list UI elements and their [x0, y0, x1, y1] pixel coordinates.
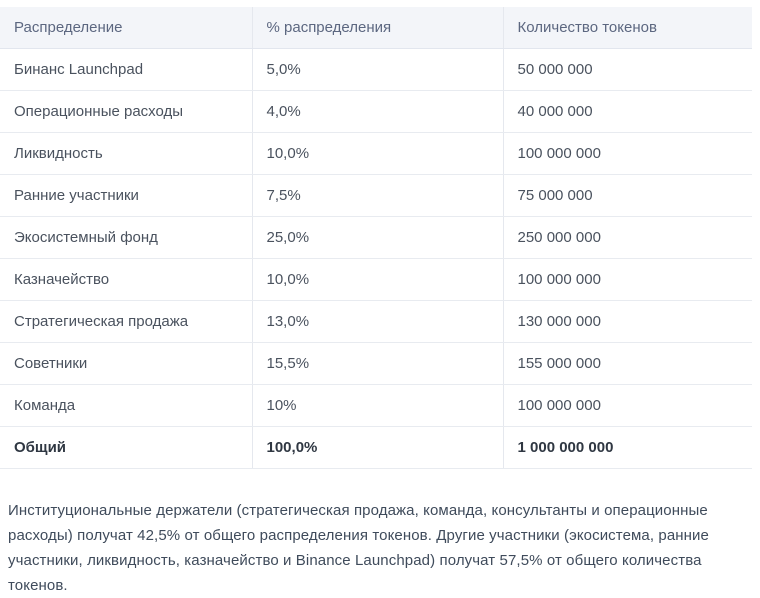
table-row: Команда 10% 100 000 000: [0, 384, 752, 427]
table-total-row: Общий 100,0% 1 000 000 000: [0, 426, 752, 469]
table-row: Ранние участники 7,5% 75 000 000: [0, 174, 752, 217]
cell-distribution-percent: 13,0%: [251, 300, 503, 343]
table-row: Экосистемный фонд 25,0% 250 000 000: [0, 216, 752, 259]
column-header-token-amount: Количество токенов: [502, 7, 752, 49]
table-body: Бинанс Launchpad 5,0% 50 000 000 Операци…: [0, 48, 752, 469]
cell-distribution-name: Операционные расходы: [0, 90, 252, 133]
cell-distribution-percent: 15,5%: [251, 342, 503, 385]
cell-distribution-percent: 4,0%: [251, 90, 503, 133]
cell-distribution-percent: 10,0%: [251, 132, 503, 175]
cell-total-percent: 100,0%: [251, 426, 503, 469]
cell-token-amount: 250 000 000: [502, 216, 752, 259]
cell-distribution-name: Ликвидность: [0, 132, 252, 175]
cell-token-amount: 155 000 000: [502, 342, 752, 385]
cell-distribution-name: Экосистемный фонд: [0, 216, 252, 259]
table-row: Бинанс Launchpad 5,0% 50 000 000: [0, 48, 752, 91]
cell-token-amount: 100 000 000: [502, 384, 752, 427]
cell-distribution-name: Ранние участники: [0, 174, 252, 217]
cell-token-amount: 130 000 000: [502, 300, 752, 343]
table-header: Распределение % распределения Количество…: [0, 7, 752, 49]
cell-total-label: Общий: [0, 426, 252, 469]
table-header-row: Распределение % распределения Количество…: [0, 7, 752, 49]
table-row: Казначейство 10,0% 100 000 000: [0, 258, 752, 301]
token-allocation-table: Распределение % распределения Количество…: [0, 7, 752, 469]
cell-token-amount: 100 000 000: [502, 258, 752, 301]
cell-distribution-name: Бинанс Launchpad: [0, 48, 252, 91]
table-row: Советники 15,5% 155 000 000: [0, 342, 752, 385]
cell-distribution-name: Советники: [0, 342, 252, 385]
table-row: Операционные расходы 4,0% 40 000 000: [0, 90, 752, 133]
cell-distribution-percent: 7,5%: [251, 174, 503, 217]
cell-token-amount: 50 000 000: [502, 48, 752, 91]
token-allocation-table-wrapper: Распределение % распределения Количество…: [0, 7, 752, 469]
cell-token-amount: 100 000 000: [502, 132, 752, 175]
cell-token-amount: 75 000 000: [502, 174, 752, 217]
cell-distribution-name: Казначейство: [0, 258, 252, 301]
allocation-footnote: Институциональные держатели (стратегичес…: [8, 502, 709, 594]
table-row: Стратегическая продажа 13,0% 130 000 000: [0, 300, 752, 343]
cell-distribution-percent: 25,0%: [251, 216, 503, 259]
table-row: Ликвидность 10,0% 100 000 000: [0, 132, 752, 175]
column-header-distribution: Распределение: [0, 7, 252, 49]
cell-token-amount: 40 000 000: [502, 90, 752, 133]
cell-distribution-name: Команда: [0, 384, 252, 427]
cell-distribution-name: Стратегическая продажа: [0, 300, 252, 343]
cell-distribution-percent: 10,0%: [251, 258, 503, 301]
cell-distribution-percent: 5,0%: [251, 48, 503, 91]
cell-total-tokens: 1 000 000 000: [502, 426, 752, 469]
cell-distribution-percent: 10%: [251, 384, 503, 427]
column-header-percent: % распределения: [251, 7, 503, 49]
